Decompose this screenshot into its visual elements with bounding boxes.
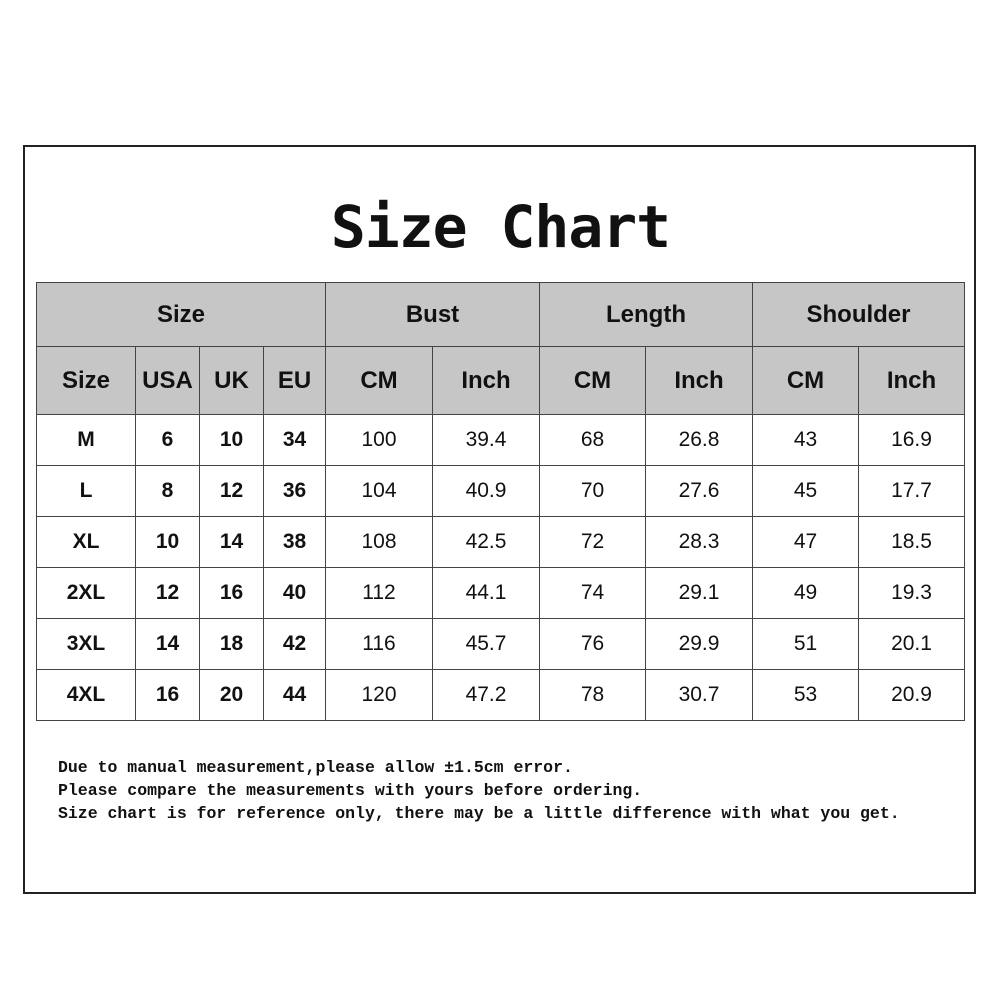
table-row: 4XL 16 20 44 120 47.2 78 30.7 53 20.9 (36, 669, 965, 721)
sub-header-cell: CM (325, 346, 433, 415)
table-cell: M (36, 414, 136, 466)
table-row: 2XL 12 16 40 112 44.1 74 29.1 49 19.3 (36, 567, 965, 619)
table-cell: 51 (752, 618, 859, 670)
group-header-size: Size (36, 282, 326, 347)
note-line: Please compare the measurements with you… (58, 781, 643, 800)
table-cell: 120 (325, 669, 433, 721)
notes: Due to manual measurement,please allow ±… (58, 756, 900, 825)
table-cell: 10 (135, 516, 200, 568)
table-cell: 14 (199, 516, 264, 568)
table-cell: 39.4 (432, 414, 540, 466)
table-cell: 78 (539, 669, 646, 721)
sub-header-cell: USA (135, 346, 200, 415)
sub-header-cell: UK (199, 346, 264, 415)
group-header-row: Size Bust Length Shoulder (36, 282, 965, 347)
table-cell: 3XL (36, 618, 136, 670)
table-cell: 112 (325, 567, 433, 619)
table-cell: 45 (752, 465, 859, 517)
table-cell: 29.1 (645, 567, 753, 619)
table-cell: 68 (539, 414, 646, 466)
sub-header-cell: Size (36, 346, 136, 415)
table-cell: 42 (263, 618, 326, 670)
table-cell: 40.9 (432, 465, 540, 517)
table-cell: 20.1 (858, 618, 965, 670)
table-row: L 8 12 36 104 40.9 70 27.6 45 17.7 (36, 465, 965, 517)
table-cell: 53 (752, 669, 859, 721)
table-cell: 49 (752, 567, 859, 619)
table-cell: 17.7 (858, 465, 965, 517)
table-cell: 19.3 (858, 567, 965, 619)
table-cell: 18 (199, 618, 264, 670)
size-table: Size Bust Length Shoulder Size USA UK EU CM I… (36, 282, 965, 721)
table-cell: 47.2 (432, 669, 540, 721)
table-cell: 30.7 (645, 669, 753, 721)
sub-header-row: Size USA UK EU CM Inch CM Inch CM Inch (36, 346, 965, 415)
table-cell: 38 (263, 516, 326, 568)
table-cell: 12 (199, 465, 264, 517)
table-cell: 76 (539, 618, 646, 670)
table-cell: XL (36, 516, 136, 568)
table-cell: 16 (199, 567, 264, 619)
table-cell: 2XL (36, 567, 136, 619)
table-cell: L (36, 465, 136, 517)
table-cell: 6 (135, 414, 200, 466)
table-cell: 20.9 (858, 669, 965, 721)
sub-header-cell: Inch (858, 346, 965, 415)
table-cell: 104 (325, 465, 433, 517)
table-row: XL 10 14 38 108 42.5 72 28.3 47 18.5 (36, 516, 965, 568)
table-cell: 8 (135, 465, 200, 517)
sub-header-cell: CM (539, 346, 646, 415)
note-line: Size chart is for reference only, there … (58, 804, 900, 823)
table-cell: 26.8 (645, 414, 753, 466)
table-cell: 70 (539, 465, 646, 517)
table-cell: 44 (263, 669, 326, 721)
table-row: 3XL 14 18 42 116 45.7 76 29.9 51 20.1 (36, 618, 965, 670)
table-cell: 20 (199, 669, 264, 721)
table-cell: 27.6 (645, 465, 753, 517)
sub-header-cell: Inch (645, 346, 753, 415)
table-cell: 44.1 (432, 567, 540, 619)
group-header-shoulder: Shoulder (752, 282, 965, 347)
table-cell: 16.9 (858, 414, 965, 466)
table-cell: 36 (263, 465, 326, 517)
sub-header-cell: EU (263, 346, 326, 415)
sub-header-cell: Inch (432, 346, 540, 415)
table-cell: 116 (325, 618, 433, 670)
table-cell: 43 (752, 414, 859, 466)
table-cell: 28.3 (645, 516, 753, 568)
table-cell: 10 (199, 414, 264, 466)
table-cell: 16 (135, 669, 200, 721)
note-line: Due to manual measurement,please allow ±… (58, 758, 573, 777)
table-cell: 100 (325, 414, 433, 466)
table-cell: 72 (539, 516, 646, 568)
table-cell: 4XL (36, 669, 136, 721)
table-cell: 42.5 (432, 516, 540, 568)
table-cell: 18.5 (858, 516, 965, 568)
table-row: M 6 10 34 100 39.4 68 26.8 43 16.9 (36, 414, 965, 466)
table-cell: 40 (263, 567, 326, 619)
table-cell: 45.7 (432, 618, 540, 670)
chart-frame (23, 145, 976, 894)
table-cell: 47 (752, 516, 859, 568)
page-title: Size Chart (330, 193, 671, 261)
table-cell: 34 (263, 414, 326, 466)
table-cell: 108 (325, 516, 433, 568)
group-header-length: Length (539, 282, 753, 347)
table-cell: 12 (135, 567, 200, 619)
table-cell: 74 (539, 567, 646, 619)
table-cell: 14 (135, 618, 200, 670)
group-header-bust: Bust (325, 282, 540, 347)
table-cell: 29.9 (645, 618, 753, 670)
sub-header-cell: CM (752, 346, 859, 415)
